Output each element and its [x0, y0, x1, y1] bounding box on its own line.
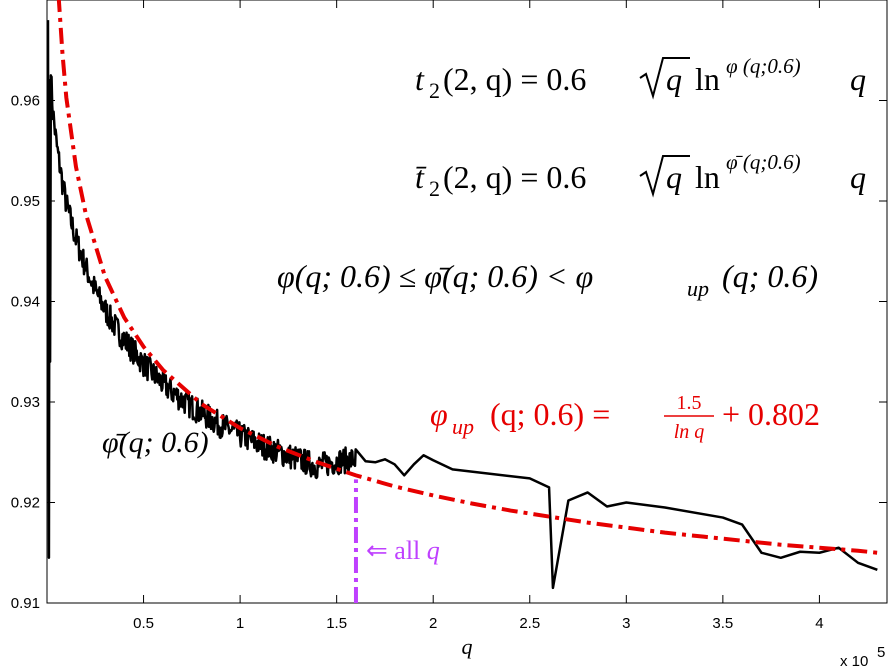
equation-t2: t 2 (2, q) = 0.6 q ln φ (q;0.6) q — [415, 54, 866, 103]
eq2-root: q — [666, 159, 682, 195]
x-tick-label: 0.5 — [133, 615, 154, 632]
x-tick-label: 3.5 — [712, 615, 733, 632]
eq1-ln: ln — [695, 61, 720, 97]
phi-bar-label: φ̄(q; 0.6) — [102, 426, 209, 459]
red-lhs: φ — [430, 396, 448, 432]
series-layer — [46, 0, 878, 590]
red-mid: (q; 0.6) = — [490, 396, 610, 432]
x-tick-label: 3 — [622, 615, 630, 632]
eq1-sqrt-sign — [639, 57, 690, 100]
red-tail: + 0.802 — [722, 396, 820, 432]
y-tick-label: 0.93 — [11, 394, 40, 411]
eq3-sub: up — [687, 276, 709, 301]
eq2-exp: φ̄ (q;0.6) — [726, 150, 801, 174]
x-axis-ticks: 0.5 1 1.5 2 2.5 3 3.5 4 — [133, 0, 824, 632]
all-q-label: ⇐ all q — [366, 536, 440, 565]
y-tick-label: 0.92 — [11, 495, 40, 512]
x-tick-label: 1 — [236, 615, 244, 632]
eq2-tail: q — [850, 159, 866, 195]
x-tick-label: 1.5 — [326, 615, 347, 632]
all-q-arrow-text: ⇐ all — [366, 536, 420, 565]
equation-phi-up: φ up (q; 0.6) = 1.5 ln q + 0.802 — [430, 392, 820, 443]
eq1-lhs-sub: 2 — [429, 78, 440, 103]
eq2-ln: ln — [695, 159, 720, 195]
eq2-lhs-sub: 2 — [429, 176, 440, 201]
x-exponent-power: 5 — [877, 644, 885, 661]
x-tick-label: 4 — [815, 615, 823, 632]
y-tick-label: 0.91 — [11, 595, 40, 612]
all-q-var: q — [427, 536, 440, 565]
y-tick-label: 0.94 — [11, 294, 40, 311]
y-tick-label: 0.96 — [11, 93, 40, 110]
eq1-tail: q — [850, 61, 866, 97]
red-num: 1.5 — [677, 392, 702, 414]
red-sub: up — [452, 414, 474, 439]
eq1-lhs: t — [415, 61, 425, 97]
x-tick-label: 2.5 — [519, 615, 540, 632]
x-axis-label: q — [462, 634, 473, 659]
eq2-sqrt-sign — [639, 155, 690, 198]
eq3-tail: (q; 0.6) — [722, 258, 818, 294]
x-tick-label: 2 — [429, 615, 437, 632]
red-den: ln q — [674, 421, 705, 443]
x-exponent-label: x 10 — [840, 653, 868, 670]
equation-inequality: φ(q; 0.6) ≤ φ̄(q; 0.6) < φ up (q; 0.6) — [277, 258, 818, 301]
eq2-args: (2, q) = 0.6 — [443, 159, 586, 195]
eq1-root: q — [666, 61, 682, 97]
eq2-lhs: t̄ — [415, 159, 427, 195]
eq1-exp: φ (q;0.6) — [726, 54, 801, 78]
eq3-main: φ(q; 0.6) ≤ φ̄(q; 0.6) < φ — [277, 258, 593, 294]
equation-t2-bar: t̄ 2 (2, q) = 0.6 q ln φ̄ (q;0.6) q — [415, 150, 866, 201]
y-tick-label: 0.95 — [11, 193, 40, 210]
eq1-args: (2, q) = 0.6 — [443, 61, 586, 97]
